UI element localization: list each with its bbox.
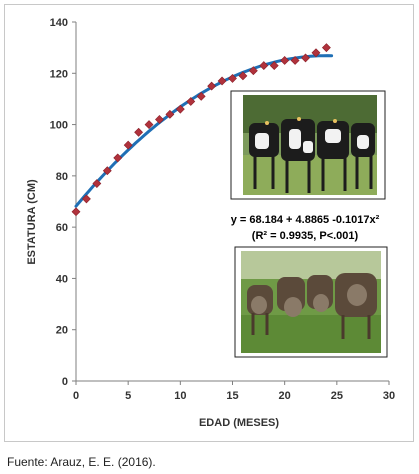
y-tick-label: 100 [50, 120, 68, 132]
data-point [280, 56, 290, 65]
x-axis-title: EDAD (MESES) [199, 417, 279, 429]
fit-equation: y = 68.184 + 4.8865 -0.1017x² [231, 214, 380, 226]
source-caption: Fuente: Arauz, E. E. (2016). [7, 455, 156, 469]
x-tick-label: 10 [174, 390, 186, 402]
x-tick-label: 25 [331, 390, 343, 402]
x-tick-label: 30 [383, 390, 395, 402]
data-point [92, 179, 102, 188]
data-point [217, 76, 227, 86]
data-point [311, 48, 321, 58]
data-point [186, 97, 196, 106]
data-point [113, 153, 123, 163]
data-point [301, 53, 310, 63]
data-point [248, 66, 258, 76]
data-point [102, 166, 112, 176]
data-point [321, 43, 331, 53]
data-point [71, 207, 81, 217]
x-tick-label: 5 [125, 390, 131, 402]
y-axis-title: ESTATURA (CM) [26, 179, 38, 265]
data-point [155, 115, 164, 124]
chart-frame: 0 20 40 60 80 100 120 140 0 5 10 15 20 25 30 [4, 4, 414, 442]
y-tick-label: 40 [56, 273, 68, 285]
data-point [207, 81, 217, 91]
holstein-cows-photo [230, 90, 386, 200]
ticks: 0 20 40 60 80 100 120 140 0 5 10 15 20 25 30 [50, 17, 395, 402]
y-tick-label: 120 [50, 68, 68, 80]
x-tick-label: 15 [226, 390, 238, 402]
y-tick-label: 0 [62, 376, 68, 388]
data-point [228, 73, 237, 83]
y-tick-label: 80 [56, 171, 68, 183]
data-point [290, 56, 300, 65]
scatter-chart: 0 20 40 60 80 100 120 140 0 5 10 15 20 25 30 [26, 17, 395, 429]
data-point [165, 109, 175, 119]
brown-swiss-cows-photo [234, 246, 388, 358]
y-tick-label: 60 [56, 222, 68, 234]
y-tick-label: 140 [50, 17, 68, 29]
data-point [196, 91, 206, 101]
data-point [269, 61, 279, 71]
data-point [82, 194, 91, 204]
x-tick-label: 0 [73, 390, 79, 402]
data-point [134, 127, 144, 137]
data-point [175, 104, 185, 114]
data-points [71, 43, 331, 217]
data-point [123, 140, 133, 150]
fit-statistics: (R² = 0.9935, P<.001) [252, 230, 359, 242]
y-tick-label: 20 [56, 325, 68, 337]
data-point [144, 120, 154, 129]
x-tick-label: 20 [279, 390, 291, 402]
data-point [238, 71, 248, 81]
data-point [259, 61, 269, 71]
